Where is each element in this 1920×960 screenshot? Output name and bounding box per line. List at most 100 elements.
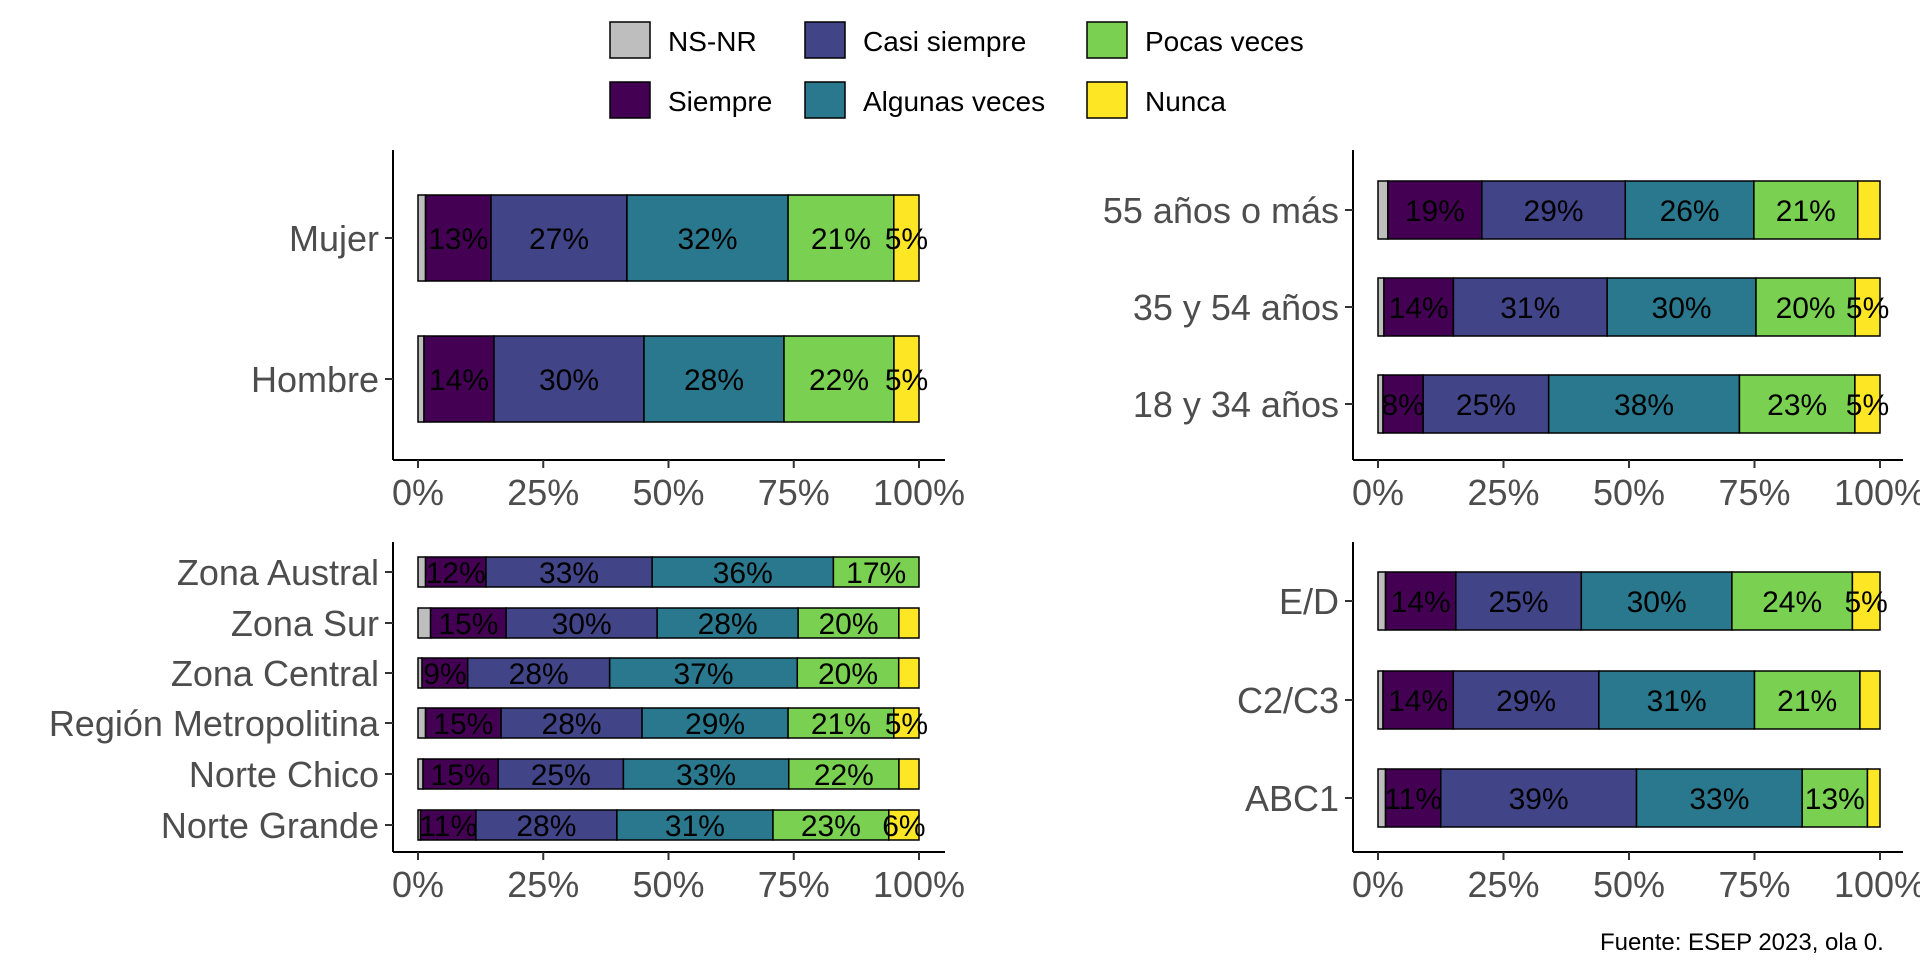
bar-segment-algunas (1598, 670, 1756, 730)
data-label: 19% (1405, 195, 1465, 228)
legend-label: Nunca (1145, 86, 1226, 117)
x-tick-label: 75% (758, 472, 830, 513)
bar-segment-algunas (643, 335, 785, 423)
x-tick-label: 25% (507, 472, 579, 513)
bar-segment-nunca (1854, 277, 1881, 337)
bar-segment-casi (490, 194, 628, 282)
data-label: 15% (431, 759, 491, 792)
bar-segment-nunca (898, 607, 920, 639)
chart-panel-3: 0% 25% 50% 75% 100% Zona Austral 12% 33% 36% 17% Z… (49, 542, 965, 905)
bar-segment-casi (1455, 571, 1583, 631)
y-tick-label: 35 y 54 años (1133, 287, 1339, 328)
data-label: 38% (1614, 389, 1674, 422)
x-tick-label: 50% (632, 864, 704, 905)
bar-segment-nunca (1854, 374, 1881, 434)
y-tick-label: 55 años o más (1103, 190, 1339, 231)
data-label: 33% (539, 557, 599, 590)
data-label: 25% (1456, 389, 1516, 422)
data-label: 14% (1391, 586, 1451, 619)
x-tick-label: 75% (1718, 864, 1790, 905)
bar-segment-nunca (1851, 571, 1881, 631)
y-tick-label: Hombre (251, 359, 379, 400)
bar-segment-nunca (888, 809, 920, 841)
x-tick-label: 100% (1834, 472, 1920, 513)
bar-segment-algunas (1606, 277, 1757, 337)
data-label: 5% (1846, 292, 1889, 325)
data-label: 30% (552, 608, 612, 641)
bar-row: 19% 29% 26% 21% (1377, 180, 1881, 240)
bar-segment-casi (475, 809, 618, 841)
data-label: 31% (665, 810, 725, 843)
bar-segment-nunca (1859, 670, 1881, 730)
x-tick-label: 0% (392, 472, 444, 513)
data-label: 25% (531, 759, 591, 792)
bar-row: 14% 25% 30% 24% 5% (1377, 571, 1888, 631)
bar-segment-nsnr (417, 758, 424, 790)
bar-segment-siempre (1382, 670, 1455, 730)
y-tick-label: Región Metropolitina (49, 703, 380, 744)
data-label: 5% (885, 223, 928, 256)
bar-segment-casi (466, 657, 611, 689)
data-label: 11% (419, 810, 477, 843)
x-tick-label: 50% (632, 472, 704, 513)
legend-swatch (609, 81, 651, 119)
data-label: 25% (1489, 586, 1549, 619)
data-label: 30% (1627, 586, 1687, 619)
bar-row: 14% 31% 30% 20% 5% (1377, 277, 1889, 337)
data-label: 36% (713, 557, 773, 590)
bar-row: 14% 29% 31% 21% (1377, 670, 1881, 730)
data-label: 21% (811, 223, 871, 256)
legend-item-nsnr: NS-NR (609, 21, 757, 59)
data-label: 17% (846, 557, 906, 590)
bar-segment-siempre (423, 335, 495, 423)
bar-row: 14% 30% 28% 22% 5% (417, 335, 928, 423)
bar-segment-pocas (1755, 277, 1856, 337)
chart-panel-1: 0% 25% 50% 75% 100% Mujer 13% 27% 32% 21% 5% Hombre… (251, 150, 965, 513)
data-label: 8% (1381, 389, 1424, 422)
bar-segment-algunas (1547, 374, 1741, 434)
bar-row: 13% 27% 32% 21% 5% (417, 194, 928, 282)
bar-segment-siempre (424, 707, 502, 739)
data-label: 13% (428, 223, 488, 256)
bar-segment-pocas (832, 556, 920, 588)
bar-segment-casi (493, 335, 645, 423)
bar-row: 15% 28% 29% 21% 5% (417, 707, 928, 741)
data-label: 37% (673, 658, 733, 691)
data-label: 20% (1776, 292, 1836, 325)
x-tick-label: 100% (873, 472, 965, 513)
y-tick-label: Zona Central (171, 653, 379, 694)
bar-segment-algunas (1580, 571, 1733, 631)
bar-segment-siempre (1387, 180, 1483, 240)
data-label: 28% (542, 708, 602, 741)
bar-row: 11% 28% 31% 23% 6% (417, 809, 926, 843)
y-tick-label: E/D (1279, 581, 1339, 622)
data-label: 9% (423, 658, 466, 691)
x-tick-label: 0% (392, 864, 444, 905)
chart-panels: 0% 25% 50% 75% 100% Mujer 13% 27% 32% 21% 5% Hombre… (49, 150, 1920, 905)
legend-item-siempre: Siempre (609, 81, 772, 119)
bar-segment-nsnr (1377, 571, 1387, 631)
legend-label: NS-NR (668, 26, 757, 57)
data-label: 28% (684, 364, 744, 397)
x-tick-label: 75% (1718, 472, 1790, 513)
bar-segment-siempre (421, 657, 469, 689)
data-label: 11% (1384, 783, 1442, 816)
data-label: 28% (509, 658, 569, 691)
x-tick-label: 50% (1593, 472, 1665, 513)
x-tick-label: 75% (758, 864, 830, 905)
bar-segment-casi (1452, 277, 1608, 337)
bar-segment-nsnr (417, 607, 432, 639)
data-label: 21% (1777, 685, 1837, 718)
bar-segment-siempre (1382, 374, 1424, 434)
legend-swatch (1086, 21, 1128, 59)
x-tick-label: 0% (1352, 864, 1404, 905)
bar-segment-nunca (1856, 180, 1881, 240)
chart-panel-4: 0% 25% 50% 75% 100% E/D 14% 25% 30% 24% 5% C2/C3 14%… (1237, 542, 1920, 905)
bar-segment-algunas (616, 809, 774, 841)
data-label: 5% (1845, 586, 1888, 619)
data-label: 14% (1389, 292, 1449, 325)
data-label: 12% (426, 557, 486, 590)
legend-item-pocas: Pocas veces (1086, 21, 1304, 59)
bar-segment-casi (497, 758, 625, 790)
data-label: 30% (539, 364, 599, 397)
